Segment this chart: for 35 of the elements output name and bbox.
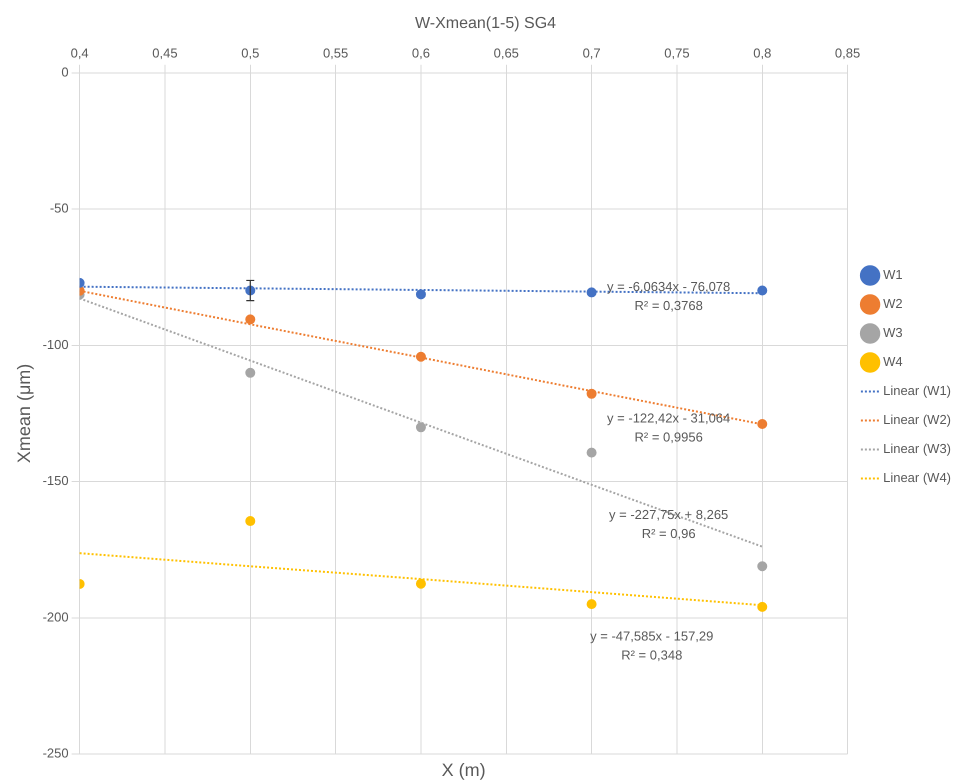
annotation: R² = 0,348 [621,647,682,662]
x-tick-label: 0,6 [412,46,430,61]
legend-label: Linear (W1) [883,383,952,398]
legend-label: Linear (W2) [883,412,952,428]
annotation: y = -122,42x - 31,064 [607,410,730,426]
x-tick-label: 0,55 [322,46,348,61]
legend-label: W2 [883,296,903,312]
y-tick-label: -150 [42,473,69,488]
annotation: R² = 0,96 [642,526,696,542]
x-tick-label: 0,85 [834,46,860,61]
legend-label: Linear (W4) [883,470,952,486]
y-tick-label: -50 [50,200,69,216]
chart-title: W-Xmean(1-5) SG4 [414,15,556,32]
x-tick-label: 0,65 [494,46,519,61]
x-tick-label: 0,5 [241,46,260,61]
x-tick-label: 0,7 [582,46,601,61]
x-tick-label: 0,45 [152,46,178,61]
annotation: y = -227,75x + 8,265 [609,507,728,522]
x-axis-title: X (m) [442,760,486,780]
x-tick-label: 0,75 [664,46,690,61]
legend-label: W1 [883,267,903,282]
legend-label: W4 [883,354,903,370]
legend-label: W3 [883,325,903,340]
annotation: y = -47,585x - 157,29 [590,628,714,644]
legend-label: Linear (W3) [883,441,952,456]
y-tick-label: -200 [42,609,69,624]
annotation: R² = 0,9956 [634,430,703,444]
x-tick-label: 0,4 [70,46,89,61]
y-axis-title: Xmean (μm) [14,364,34,464]
annotation: R² = 0,3768 [634,298,703,314]
y-tick-label: -100 [42,336,69,352]
x-tick-label: 0,8 [753,46,772,61]
y-tick-label: -250 [42,746,69,761]
y-tick-label: 0 [61,64,69,80]
annotation: y = -6,0634x - 76,078 [607,278,730,294]
